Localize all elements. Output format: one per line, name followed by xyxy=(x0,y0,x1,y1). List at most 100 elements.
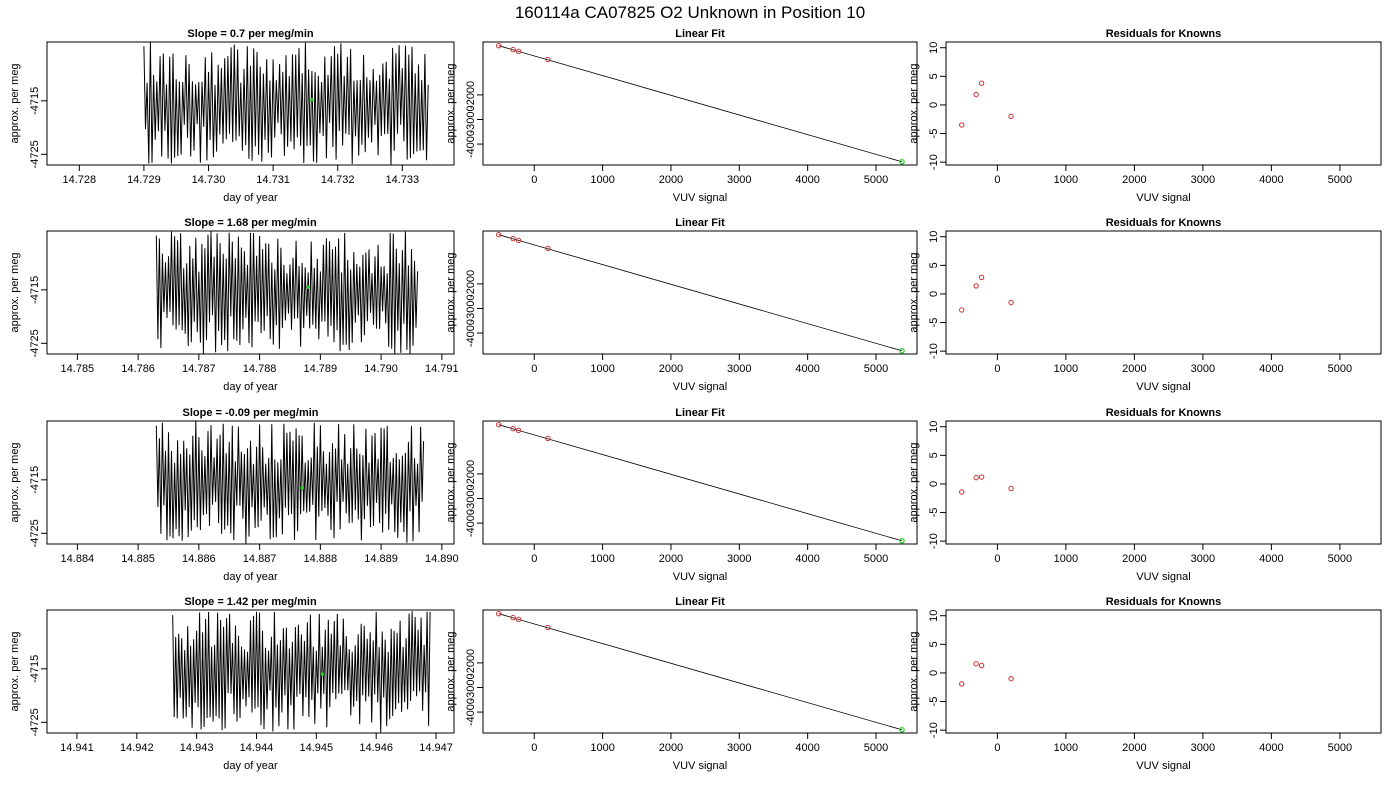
x-tick-label: 0 xyxy=(531,553,537,565)
residual-point xyxy=(959,307,965,313)
x-tick-label: 4000 xyxy=(1259,363,1283,375)
linear-fit-panel-row-3: Linear Fit 0 1000 2000 3000 4000 5000 -4000-300… xyxy=(445,407,918,583)
residual-point xyxy=(1008,113,1014,120)
x-tick-label: 3000 xyxy=(727,174,751,186)
fit-line xyxy=(498,45,903,163)
x-axis-label: day of year xyxy=(223,571,278,583)
unknown-mean-point xyxy=(306,285,311,289)
plot-frame xyxy=(46,420,455,545)
x-tick-label: 5000 xyxy=(864,363,888,375)
residual-point xyxy=(973,474,979,481)
y-tick-label: -5 xyxy=(928,318,940,328)
unknown-mean-point xyxy=(320,672,325,676)
known-point xyxy=(496,610,502,617)
y-tick-label: -4000 xyxy=(465,698,477,726)
y-axis-label: approx. per meg xyxy=(9,252,21,332)
plot-frame xyxy=(482,41,918,166)
y-tick-label: -4725 xyxy=(29,329,41,357)
time-series-panel-row-4: Slope = 1.42 per meg/min 14.941 14.942 14.9… xyxy=(9,596,455,772)
y-tick-label: -3000 xyxy=(465,484,477,512)
x-tick-label: 14.791 xyxy=(425,363,459,375)
y-tick-label: -4715 xyxy=(29,655,41,683)
fit-line xyxy=(498,613,903,731)
x-tick-label: 0 xyxy=(994,742,1000,754)
y-tick-label: 0 xyxy=(928,481,940,487)
y-tick-label: -4725 xyxy=(29,519,41,547)
y-tick-label: -4000 xyxy=(465,130,477,158)
measurement-trace-line xyxy=(143,42,429,165)
y-tick-label: 10 xyxy=(928,610,940,622)
y-tick-label: -3000 xyxy=(465,105,477,133)
known-point xyxy=(545,435,551,442)
y-tick-label: -4715 xyxy=(29,466,41,494)
x-axis-label: VUV signal xyxy=(673,381,727,393)
plot-area xyxy=(496,42,905,165)
plot-frame xyxy=(945,420,1382,545)
residual-point xyxy=(978,274,985,281)
plot-frame xyxy=(46,41,455,166)
x-tick-label: 14.942 xyxy=(120,742,154,754)
x-tick-label: 14.732 xyxy=(321,174,355,186)
x-tick-label: 1000 xyxy=(590,174,614,186)
x-tick-label: 5000 xyxy=(864,553,888,565)
panel-title: Linear Fit xyxy=(675,217,725,229)
y-tick-label: -2000 xyxy=(465,460,477,488)
y-tick-label: 10 xyxy=(928,42,940,54)
y-tick-label: -4715 xyxy=(29,87,41,115)
x-tick-label: 1000 xyxy=(590,742,614,754)
residual-point xyxy=(1008,485,1014,492)
measurement-trace-line xyxy=(155,421,425,544)
x-tick-label: 14.788 xyxy=(243,363,277,375)
panel-title: Linear Fit xyxy=(675,28,725,40)
x-tick-label: 2000 xyxy=(659,742,683,754)
plot-frame xyxy=(945,609,1382,734)
x-axis-label: day of year xyxy=(223,192,278,204)
residual-point xyxy=(1008,299,1014,306)
linear-fit-panel-row-2: Linear Fit 0 1000 2000 3000 4000 5000 -4000-300… xyxy=(445,217,918,393)
x-tick-label: 1000 xyxy=(1054,553,1078,565)
time-series-panel-row-2: Slope = 1.68 per meg/min 14.785 14.786 14.7… xyxy=(9,217,459,393)
panel-title: Residuals for Knowns xyxy=(1106,28,1222,40)
y-tick-label: -3000 xyxy=(465,673,477,701)
x-tick-label: 5000 xyxy=(1328,363,1352,375)
residuals-panel-row-1: Residuals for Knowns 0 1000 2000 3000 4000 500… xyxy=(908,28,1382,204)
x-tick-label: 14.733 xyxy=(385,174,419,186)
y-axis-label: approx. per meg xyxy=(9,442,21,522)
y-tick-label: 10 xyxy=(928,231,940,243)
x-tick-label: 14.943 xyxy=(180,742,214,754)
x-tick-label: 0 xyxy=(531,174,537,186)
x-tick-label: 4000 xyxy=(795,742,819,754)
x-tick-label: 4000 xyxy=(795,174,819,186)
x-tick-label: 14.728 xyxy=(62,174,96,186)
panel-title: Residuals for Knowns xyxy=(1106,407,1222,419)
x-tick-label: 4000 xyxy=(1259,742,1283,754)
y-tick-label: -5 xyxy=(928,508,940,518)
plot-area xyxy=(959,661,1014,687)
x-tick-label: 3000 xyxy=(1191,363,1215,375)
x-tick-label: 14.884 xyxy=(61,553,95,565)
x-tick-label: 5000 xyxy=(1328,553,1352,565)
x-tick-label: 2000 xyxy=(659,553,683,565)
time-series-panel-row-3: Slope = -0.09 per meg/min 14.884 14.885 14.… xyxy=(9,407,459,583)
x-tick-label: 2000 xyxy=(1122,742,1146,754)
x-tick-label: 14.941 xyxy=(60,742,94,754)
plot-area xyxy=(172,611,431,733)
x-tick-label: 14.729 xyxy=(127,174,161,186)
known-point xyxy=(496,421,502,428)
x-tick-label: 14.888 xyxy=(304,553,338,565)
x-tick-label: 14.887 xyxy=(243,553,277,565)
x-tick-label: 1000 xyxy=(1054,174,1078,186)
y-axis-label: approx. per meg xyxy=(445,63,457,143)
x-tick-label: 1000 xyxy=(590,553,614,565)
y-tick-label: -4715 xyxy=(29,276,41,304)
y-tick-label: 5 xyxy=(928,73,940,79)
unknown-point xyxy=(899,159,905,165)
panel-title: Linear Fit xyxy=(675,407,725,419)
x-axis-label: VUV signal xyxy=(1136,192,1190,204)
x-tick-label: 14.790 xyxy=(364,363,398,375)
measurement-trace-line xyxy=(172,611,431,733)
y-tick-label: 0 xyxy=(928,291,940,297)
known-point xyxy=(545,624,551,631)
known-point xyxy=(510,235,516,242)
x-axis-label: VUV signal xyxy=(1136,760,1190,772)
